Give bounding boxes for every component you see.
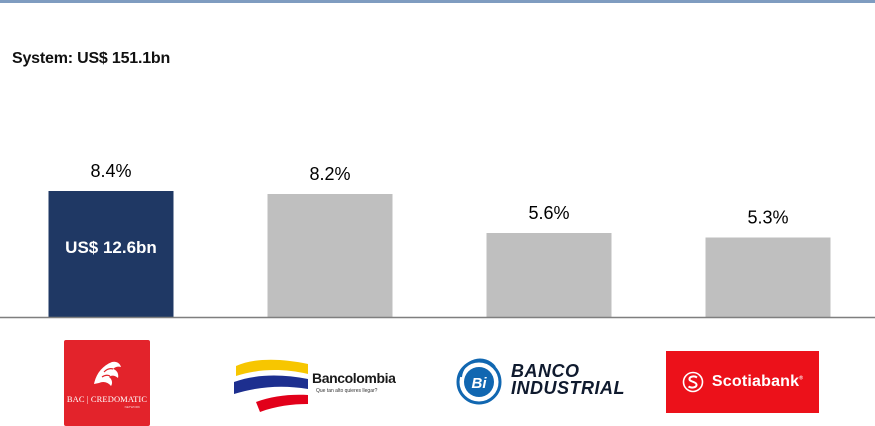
bac-credomatic-logo: BAC | CREDOMATIC NETWORK: [64, 340, 150, 426]
scotiabank-logo-text: Scotiabank®: [712, 373, 803, 391]
bar-3: [705, 237, 831, 317]
bar-2: [486, 233, 612, 317]
bi-monogram: Bi: [472, 375, 488, 392]
lion-icon: [94, 361, 121, 386]
scotiabank-reg-mark: ®: [799, 375, 804, 382]
bar-value-label-0: 8.4%: [90, 161, 131, 181]
scotiabank-name: Scotiabank: [711, 373, 800, 390]
banco-industrial-line2: INDUSTRIAL: [511, 378, 625, 398]
bac-logo-subtext: NETWORK: [124, 404, 140, 409]
bancolombia-stripes-icon: [234, 359, 308, 412]
globe-s-icon: [682, 371, 704, 393]
bar-0: [48, 191, 174, 317]
bi-circle-icon: Bi: [456, 358, 502, 405]
bar-1: [267, 194, 393, 317]
top-rule: [0, 0, 875, 3]
system-total-label: System: US$ 151.1bn: [12, 50, 171, 67]
banco-industrial-logo: Bi BANCO INDUSTRIAL: [455, 357, 645, 407]
bar-value-label-3: 5.3%: [747, 208, 788, 228]
bar-annotation-label: US$ 12.6bn: [65, 238, 157, 257]
bancolombia-tagline: Que tan alto quieres llegar?: [316, 388, 378, 394]
banco-industrial-line1: BANCO: [511, 361, 580, 381]
bancolombia-logo-text: Bancolombia: [312, 370, 396, 386]
scotiabank-logo: Scotiabank®: [666, 351, 819, 413]
market-share-bar-chart: 8.4% US$ 12.6bn 8.2% 5.6% 5.3%: [0, 161, 875, 319]
bar-value-label-1: 8.2%: [309, 164, 350, 184]
bar-value-label-2: 5.6%: [528, 203, 569, 223]
bancolombia-logo: Bancolombia Que tan alto quieres llegar?: [232, 356, 412, 414]
bac-logo-text: BAC | CREDOMATIC: [66, 393, 148, 404]
banco-industrial-logo-text: BANCO INDUSTRIAL: [511, 361, 625, 398]
